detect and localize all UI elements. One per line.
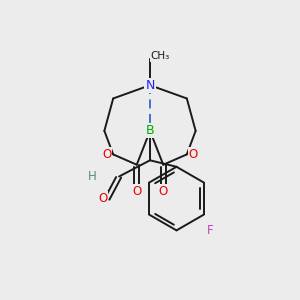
Text: O: O xyxy=(132,185,141,198)
Text: H: H xyxy=(88,170,97,183)
Text: N: N xyxy=(145,79,155,92)
Text: CH₃: CH₃ xyxy=(151,51,170,61)
Text: F: F xyxy=(206,224,213,237)
Text: O: O xyxy=(159,185,168,198)
Text: O: O xyxy=(98,192,107,205)
Text: O: O xyxy=(102,148,111,161)
Text: B: B xyxy=(146,124,154,137)
Text: O: O xyxy=(189,148,198,161)
